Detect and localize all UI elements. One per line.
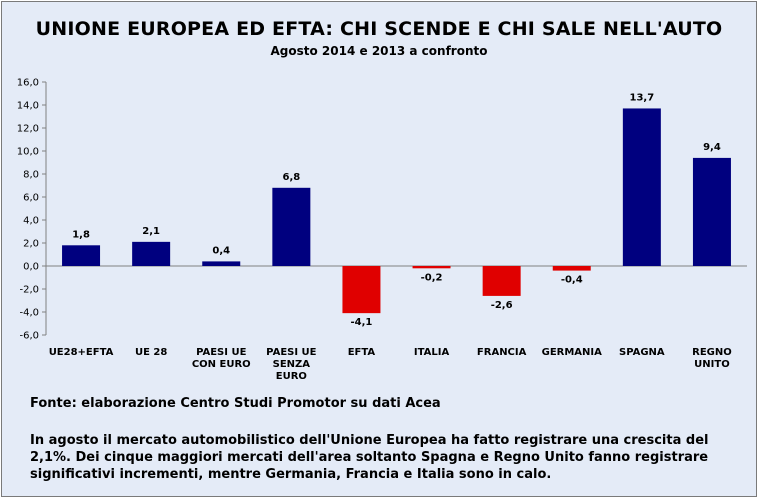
data-label: -0,4 (561, 275, 583, 286)
x-category-label: EFTA (348, 347, 376, 358)
y-tick-label: 2,0 (23, 239, 39, 250)
category-labels: UE28+EFTA UE 28 PAESI UE CON EURO PAESI UE SE… (49, 347, 732, 382)
chart-subtitle: Agosto 2014 e 2013 a confronto (270, 44, 488, 58)
x-category-label: SPAGNA (619, 347, 665, 358)
x-category-label: PAESI UE SENZA EURO (266, 347, 317, 382)
bar (412, 266, 451, 269)
y-axis-ticks: 16,0 14,0 12,0 10,0 8,0 6,0 4,0 2,0 0,0 -2,0 -4,0 -… (17, 78, 46, 342)
y-tick-label: 8,0 (23, 170, 39, 181)
bar (622, 108, 661, 266)
data-label: 1,8 (72, 229, 90, 240)
x-category-label: GERMANIA (542, 347, 603, 358)
y-tick-label: 6,0 (23, 193, 39, 204)
source-note: Fonte: elaborazione Centro Studi Promoto… (30, 396, 441, 411)
x-category-label: UE28+EFTA (49, 347, 114, 358)
chart-title: UNIONE EUROPEA ED EFTA: CHI SCENDE E CHI… (35, 18, 723, 40)
bar (342, 266, 381, 314)
bar-chart: 16,0 14,0 12,0 10,0 8,0 6,0 4,0 2,0 0,0 -2,0 -4,0 -… (17, 78, 747, 382)
x-category-label: REGNO UNITO (692, 347, 732, 370)
y-tick-label: 12,0 (17, 124, 39, 135)
data-labels: 1,8 2,1 0,4 6,8 -4,1 -0,2 -2,6 -0,4 13,7 9,4 (72, 92, 721, 328)
data-label: 13,7 (630, 92, 655, 103)
data-label: -2,6 (491, 300, 513, 311)
bar (272, 187, 311, 266)
bar (62, 245, 101, 266)
bar (552, 266, 591, 271)
data-label: 9,4 (703, 142, 721, 153)
y-tick-label: -2,0 (19, 285, 39, 296)
y-tick-label: 0,0 (23, 262, 39, 273)
y-tick-label: 16,0 (17, 78, 39, 89)
y-tick-label: 10,0 (17, 147, 39, 158)
x-category-label: UE 28 (135, 347, 167, 358)
data-label: 0,4 (212, 245, 230, 256)
y-tick-label: -6,0 (19, 331, 39, 342)
bar (482, 266, 521, 296)
bar (692, 157, 731, 266)
x-category-label: PAESI UE CON EURO (192, 347, 251, 370)
data-label: 2,1 (142, 226, 160, 237)
y-tick-label: 14,0 (17, 101, 39, 112)
bar (132, 241, 171, 266)
y-tick-label: -4,0 (19, 308, 39, 319)
bar (202, 261, 241, 266)
bar-series (62, 108, 731, 314)
y-tick-label: 4,0 (23, 216, 39, 227)
x-category-label: FRANCIA (477, 347, 527, 358)
data-label: -4,1 (351, 317, 373, 328)
data-label: -0,2 (421, 272, 443, 283)
commentary-text: In agosto il mercato automobilistico del… (30, 433, 709, 482)
x-category-label: ITALIA (414, 347, 450, 358)
data-label: 6,8 (282, 172, 300, 183)
